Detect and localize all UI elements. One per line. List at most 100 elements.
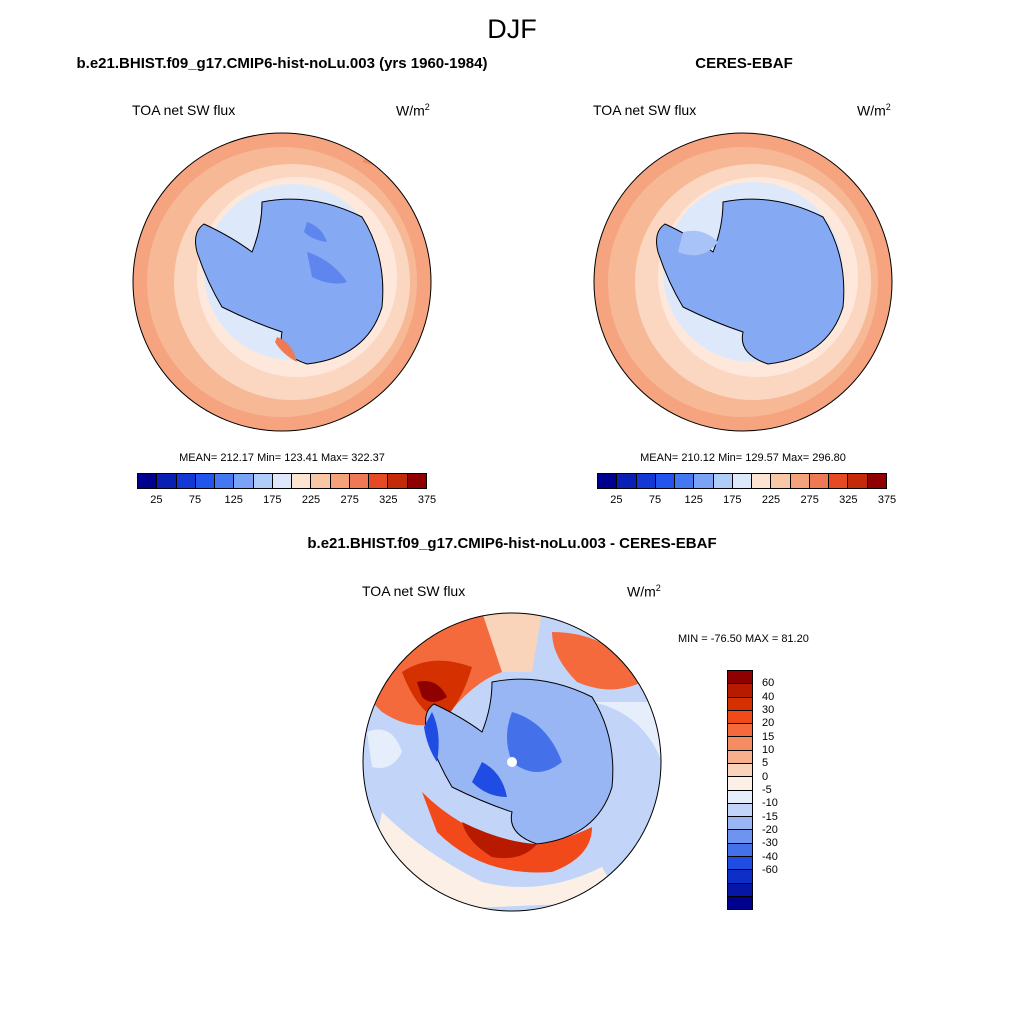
model-colorbar-box xyxy=(407,474,426,488)
diff-polar-map xyxy=(362,612,662,912)
obs-colorbar-box xyxy=(809,474,830,488)
obs-colorbar-box xyxy=(790,474,810,488)
model-colorbar-box xyxy=(330,474,350,488)
model-colorbar-box xyxy=(369,474,389,488)
diff-colorbar-box xyxy=(728,803,752,818)
obs-colorbar-box xyxy=(598,474,618,488)
model-stats: MEAN= 212.17 Min= 123.41 Max= 322.37 xyxy=(179,452,385,464)
diff-colorbar-tick-label: 40 xyxy=(762,690,775,703)
diff-colorbar-box xyxy=(728,724,752,738)
obs-colorbar xyxy=(597,473,887,489)
diff-colorbar-tick-label: -40 xyxy=(762,850,778,863)
model-colorbar-box xyxy=(311,474,331,488)
diff-colorbar-tick-label: -5 xyxy=(762,784,772,796)
diff-colorbar-tick-label: 30 xyxy=(762,704,775,716)
model-colorbar-box xyxy=(157,474,177,488)
model-colorbar-tick-label: 275 xyxy=(340,494,359,506)
diff-colorbar-tick-label: -30 xyxy=(762,837,778,850)
diff-colorbar-tick-label: 60 xyxy=(762,677,775,690)
diff-colorbar-box xyxy=(728,684,752,698)
obs-colorbar-tick-label: 25 xyxy=(610,494,623,506)
diff-variable-label: TOA net SW flux xyxy=(362,583,466,599)
obs-colorbar-box xyxy=(675,474,695,488)
diff-colorbar-box xyxy=(728,763,752,778)
obs-colorbar-labels: 25 75 125 175 225 275 325 375 xyxy=(597,494,896,508)
diff-colorbar-box xyxy=(728,856,752,871)
diff-colorbar-tick-label: 20 xyxy=(762,717,775,730)
model-colorbar-tick-label: 225 xyxy=(301,494,321,506)
obs-colorbar-box xyxy=(732,474,753,488)
diff-colorbar-tick-label: -10 xyxy=(762,797,778,810)
obs-colorbar-box xyxy=(713,474,733,488)
diff-colorbar xyxy=(727,670,753,910)
obs-units-label: W/m2 xyxy=(857,102,891,119)
model-colorbar-box xyxy=(234,474,254,488)
model-colorbar-box xyxy=(272,474,293,488)
model-colorbar-box xyxy=(215,474,235,488)
diff-colorbar-box xyxy=(728,883,752,897)
obs-colorbar-box xyxy=(752,474,772,488)
diff-stats: MIN = -76.50 MAX = 81.20 xyxy=(678,633,809,645)
obs-colorbar-box xyxy=(694,474,714,488)
diff-colorbar-box xyxy=(728,830,752,844)
model-colorbar-tick-label: 175 xyxy=(263,494,282,506)
model-variable-label: TOA net SW flux xyxy=(132,102,236,118)
obs-colorbar-box xyxy=(636,474,656,488)
diff-panel-title: b.e21.BHIST.f09_g17.CMIP6-hist-noLu.003 … xyxy=(307,535,717,552)
obs-stats: MEAN= 210.12 Min= 129.57 Max= 296.80 xyxy=(640,452,846,464)
obs-variable-label: TOA net SW flux xyxy=(593,102,697,118)
season-title: DJF xyxy=(487,14,537,44)
diff-colorbar-tick-label: 15 xyxy=(762,730,775,743)
obs-colorbar-box xyxy=(848,474,868,488)
obs-colorbar-tick-label: 325 xyxy=(839,494,858,506)
model-panel-title: b.e21.BHIST.f09_g17.CMIP6-hist-noLu.003 … xyxy=(76,55,488,72)
model-colorbar-tick-label: 375 xyxy=(417,494,437,506)
diff-colorbar-box xyxy=(728,843,752,857)
model-colorbar-box xyxy=(253,474,273,488)
model-colorbar-box xyxy=(292,474,312,488)
model-colorbar-box xyxy=(138,474,158,488)
obs-colorbar-box xyxy=(867,474,886,488)
obs-polar-map xyxy=(593,132,893,432)
model-units-label: W/m2 xyxy=(396,102,430,119)
model-colorbar-box xyxy=(388,474,408,488)
obs-colorbar-tick-label: 375 xyxy=(877,494,897,506)
obs-colorbar-box xyxy=(617,474,637,488)
diff-colorbar-tick-label: -15 xyxy=(762,810,778,823)
model-colorbar-labels: 25 75 125 175 225 275 325 375 xyxy=(137,494,436,508)
model-colorbar-tick-label: 125 xyxy=(224,494,243,506)
diff-colorbar-tick-label: -60 xyxy=(762,864,778,876)
diff-colorbar-box xyxy=(728,697,752,711)
diff-colorbar-box xyxy=(728,750,752,764)
model-colorbar-tick-label: 325 xyxy=(379,494,398,506)
diff-colorbar-box xyxy=(728,896,752,910)
diff-colorbar-box xyxy=(728,671,752,685)
diff-colorbar-labels: 60 40 30 20 15 10 5 0 -5 -10 -15 -20 -30 -40 -60 xyxy=(760,670,800,910)
model-colorbar-box xyxy=(349,474,370,488)
diff-colorbar-tick-label: 10 xyxy=(762,744,775,756)
obs-colorbar-box xyxy=(655,474,676,488)
obs-colorbar-tick-label: 175 xyxy=(723,494,742,506)
obs-panel-title: CERES-EBAF xyxy=(695,55,793,72)
diff-units-label: W/m2 xyxy=(627,583,661,600)
diff-colorbar-box xyxy=(728,737,752,751)
diff-colorbar-tick-label: 5 xyxy=(762,757,769,770)
diff-colorbar-box xyxy=(728,777,752,791)
model-colorbar-tick-label: 75 xyxy=(188,494,202,506)
obs-colorbar-tick-label: 75 xyxy=(648,494,662,506)
diff-colorbar-box xyxy=(728,790,752,804)
diff-colorbar-box xyxy=(728,870,752,884)
obs-colorbar-box xyxy=(771,474,791,488)
diff-colorbar-tick-label: -20 xyxy=(762,824,778,836)
obs-colorbar-box xyxy=(829,474,849,488)
diff-colorbar-box xyxy=(728,817,752,831)
obs-colorbar-tick-label: 125 xyxy=(684,494,703,506)
obs-colorbar-tick-label: 225 xyxy=(761,494,781,506)
obs-colorbar-tick-label: 275 xyxy=(800,494,819,506)
model-colorbar-box xyxy=(195,474,216,488)
model-polar-map xyxy=(132,132,432,432)
diff-colorbar-tick-label: 0 xyxy=(762,770,769,783)
model-colorbar xyxy=(137,473,427,489)
model-colorbar-tick-label: 25 xyxy=(150,494,163,506)
model-colorbar-box xyxy=(176,474,196,488)
